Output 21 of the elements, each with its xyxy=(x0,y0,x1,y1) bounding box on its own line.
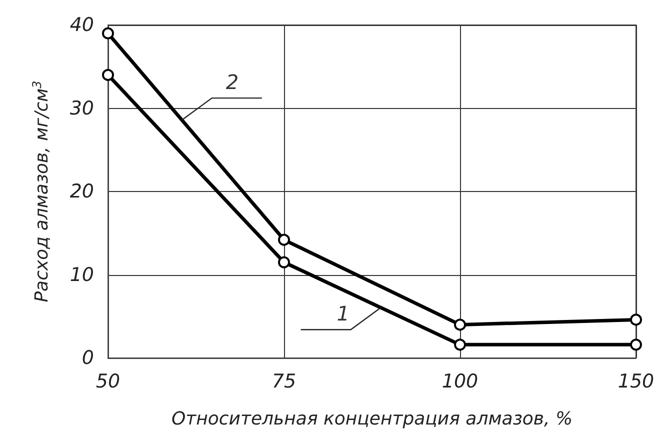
point xyxy=(102,27,114,40)
y-tick-label: 40 xyxy=(70,14,94,36)
x-axis-title: Относительная концентрация алмазов, % xyxy=(171,408,573,430)
point xyxy=(454,338,466,351)
series-label: 1 xyxy=(336,302,350,326)
point xyxy=(102,68,114,81)
y-tick-label: 10 xyxy=(70,264,94,286)
y-tick-label: 20 xyxy=(70,180,94,202)
point xyxy=(278,234,290,246)
x-tick-label: 100 xyxy=(442,370,478,392)
y-tick-label: 30 xyxy=(70,97,94,120)
x-tick-label: 75 xyxy=(272,370,296,392)
x-tick-label: 150 xyxy=(618,370,654,392)
x-tick-label: 50 xyxy=(96,370,120,392)
point xyxy=(278,256,290,268)
point xyxy=(454,318,466,331)
y-tick-label: 0 xyxy=(82,347,94,369)
point xyxy=(630,314,642,326)
y-axis-title: Расход алмазов, мг/см3 xyxy=(30,80,52,302)
point xyxy=(630,338,642,351)
text: 2 xyxy=(226,70,239,94)
